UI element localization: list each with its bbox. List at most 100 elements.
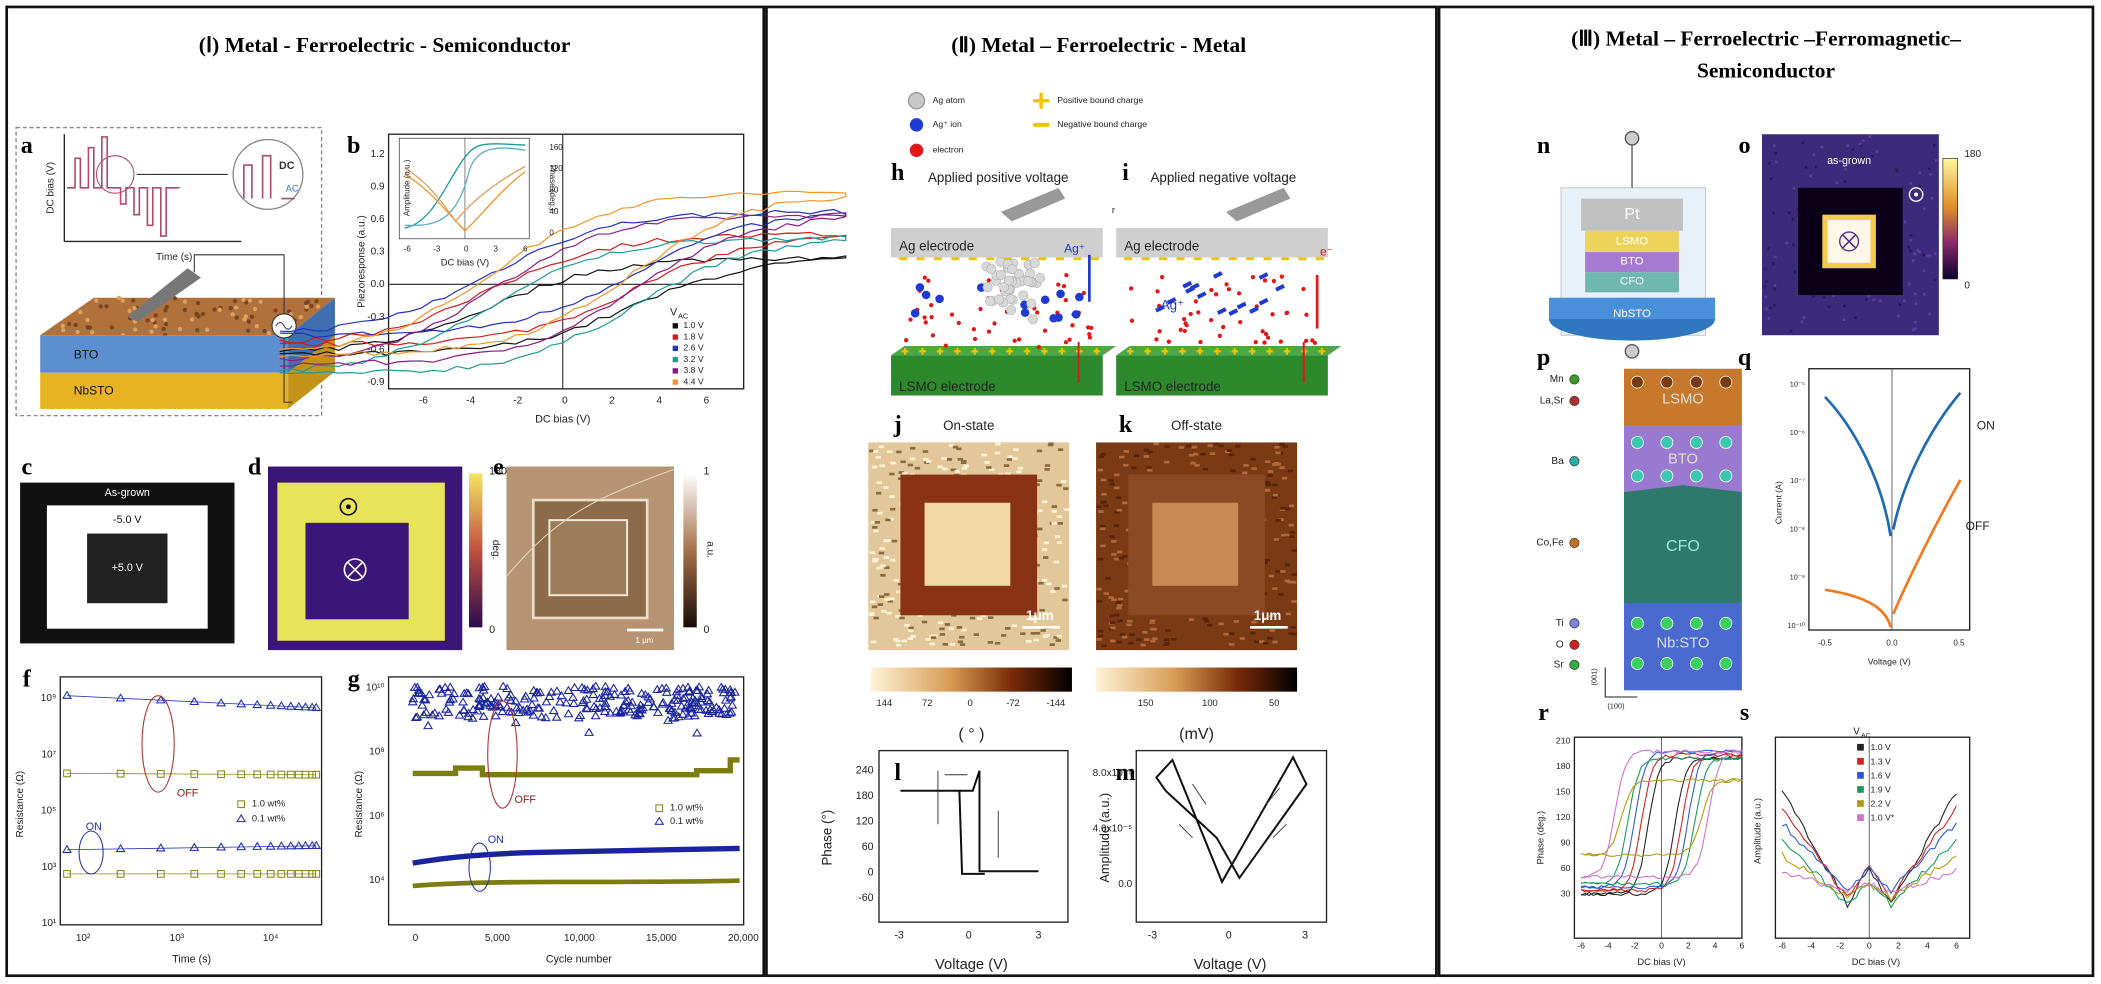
tick-label: 8.0x10⁻⁵: [1093, 768, 1133, 779]
label: as-grown: [1827, 155, 1871, 167]
curve: [279, 255, 847, 356]
atom: [1004, 275, 1014, 286]
label: (100): [1607, 701, 1624, 710]
texture: [890, 507, 896, 511]
tick-label: -3: [894, 929, 904, 941]
electron: [1087, 335, 1093, 340]
atom: [982, 282, 993, 293]
texture: [937, 465, 943, 469]
texture: [1118, 556, 1124, 560]
legend-marker: [1857, 757, 1864, 765]
texture: [1773, 255, 1777, 259]
texture: [1117, 597, 1124, 601]
texture: [67, 321, 72, 327]
texture: [1164, 445, 1171, 448]
electron: [949, 312, 955, 317]
label: Ag electrode: [899, 238, 974, 253]
marker: [533, 703, 543, 712]
electron: [986, 278, 991, 283]
electrode-top: [891, 345, 1117, 356]
texture: [1929, 173, 1932, 176]
texture: [879, 547, 885, 550]
tick-label: 120: [856, 815, 874, 827]
marker: [615, 706, 626, 715]
curve: [279, 234, 847, 375]
contact: [1624, 343, 1640, 359]
texture: [234, 315, 240, 320]
tick-label: 15,000: [646, 933, 677, 944]
marker: [293, 840, 304, 850]
texture: [1017, 466, 1024, 470]
texture: [923, 458, 929, 461]
marker: [511, 703, 522, 712]
tick-label: 4: [1713, 941, 1718, 951]
legend-entry: Ag⁺ ion: [933, 119, 962, 129]
electron: [908, 317, 913, 322]
texture: [1046, 582, 1052, 586]
marker: [62, 690, 72, 699]
marker: [63, 869, 71, 878]
legend-marker: [672, 323, 679, 329]
label: -5.0 V: [113, 514, 142, 526]
texture: [1267, 470, 1274, 473]
tick-label: 6: [1739, 941, 1744, 951]
tick-label: 4: [1925, 941, 1930, 951]
marker: [506, 707, 517, 716]
texture: [109, 325, 114, 330]
texture: [1835, 181, 1839, 185]
texture: [956, 447, 962, 451]
texture: [1898, 303, 1902, 307]
tick-label: -2: [513, 396, 522, 407]
texture: [1913, 292, 1917, 296]
texture: [1230, 469, 1236, 473]
curve: [1781, 805, 1957, 903]
texture: [1763, 285, 1767, 288]
texture: [1053, 636, 1059, 639]
label: CFO: [1620, 276, 1644, 288]
curve: [1824, 479, 1962, 628]
texture: [1178, 446, 1185, 449]
texture: [200, 312, 205, 317]
marker: [312, 869, 321, 878]
texture: [1870, 154, 1874, 158]
marker: [531, 687, 542, 696]
texture: [1122, 501, 1128, 505]
texture: [1165, 629, 1171, 633]
texture: [60, 323, 65, 329]
texture: [1268, 574, 1275, 578]
legend-marker: [909, 118, 924, 132]
electron: [943, 343, 948, 348]
tick-label: 10⁶: [369, 811, 384, 822]
atom: [1630, 375, 1644, 389]
texture: [1114, 557, 1120, 561]
arrow: [1178, 783, 1287, 839]
ion: [1249, 306, 1259, 314]
atom: [1689, 657, 1703, 670]
curve: [404, 147, 526, 227]
label: NbSTO: [74, 384, 114, 398]
ion: [1228, 308, 1239, 316]
panel-label: r: [1538, 700, 1549, 726]
texture: [1057, 522, 1064, 525]
texture: [885, 518, 891, 522]
texture: [1832, 294, 1836, 298]
texture: [891, 539, 898, 543]
texture: [1109, 535, 1115, 539]
texture: [273, 308, 278, 313]
marker: [703, 685, 714, 694]
texture: [195, 301, 201, 306]
curve: [1580, 752, 1743, 893]
marker: [627, 697, 638, 706]
texture: [910, 634, 916, 638]
marker: [729, 687, 740, 696]
atom: [1660, 616, 1674, 630]
marker: [412, 712, 423, 721]
texture: [1842, 318, 1846, 322]
marker: [609, 689, 620, 698]
marker: [719, 703, 730, 712]
ion: [1040, 295, 1050, 305]
texture: [205, 327, 210, 332]
dashed-box: [15, 126, 323, 417]
marker: [708, 705, 719, 714]
texture: [1235, 445, 1241, 448]
